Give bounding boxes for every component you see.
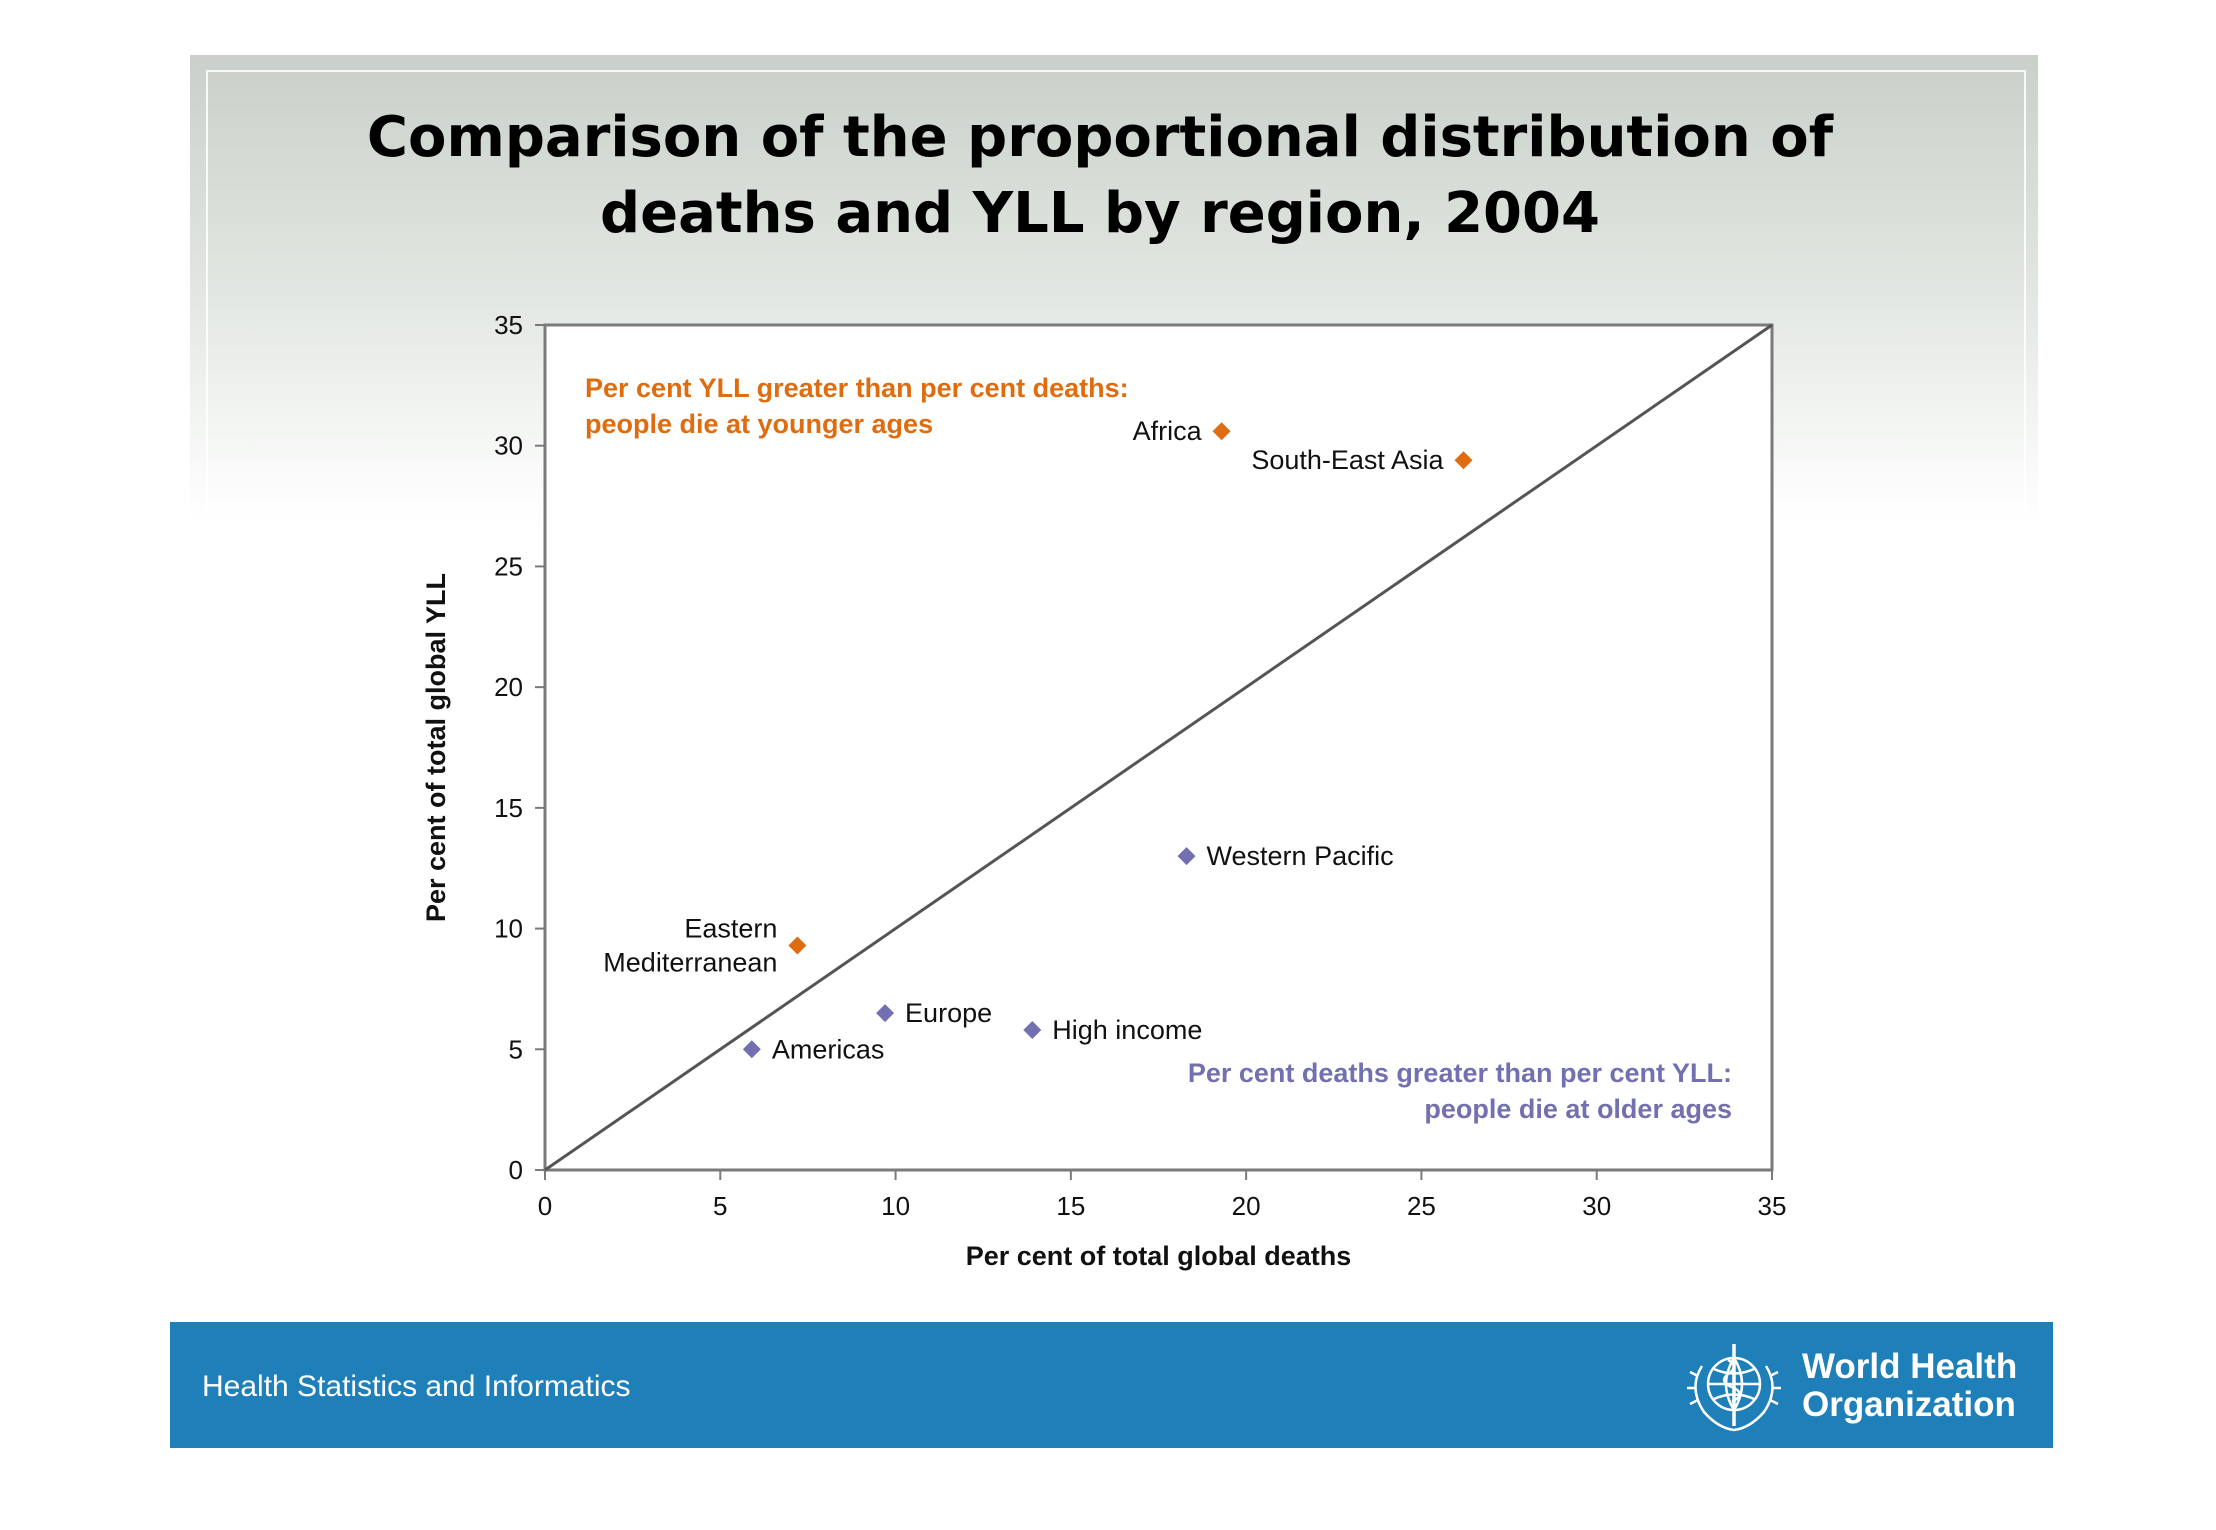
y-tick-label: 0 <box>509 1155 523 1185</box>
y-tick-label: 25 <box>494 551 523 581</box>
data-point-marker <box>1212 422 1231 441</box>
x-tick-label: 35 <box>1758 1191 1787 1221</box>
y-tick-label: 15 <box>494 793 523 823</box>
data-point-marker <box>876 1004 895 1023</box>
data-point-marker <box>1177 847 1196 866</box>
who-emblem-icon <box>1687 1344 1781 1432</box>
y-axis-label: Per cent of total global YLL <box>421 573 451 922</box>
slide-title: Comparison of the proportional distribut… <box>366 105 1834 246</box>
footer-label: Health Statistics and Informatics <box>202 1370 631 1403</box>
scatter-chart: 0 5 10 15 20 25 30 35 0 5 10 15 20 25 30 35 Per cent of … <box>421 310 1787 1271</box>
y-tick-label: 5 <box>509 1034 523 1064</box>
equality-line <box>544 323 1773 1172</box>
annotation-older-ages: Per cent deaths greater than per cent YL… <box>1188 1058 1732 1124</box>
data-point-label: South-East Asia <box>1251 445 1444 475</box>
y-tick-label: 10 <box>494 914 523 944</box>
x-tick-label: 20 <box>1232 1191 1261 1221</box>
data-point-label: Europe <box>905 998 992 1028</box>
data-point-label: Eastern Mediterranean <box>603 913 777 977</box>
x-tick-label: 30 <box>1582 1191 1611 1221</box>
x-tick-label: 10 <box>881 1191 910 1221</box>
data-point-label: Africa <box>1133 416 1203 446</box>
x-tick-label: 0 <box>538 1191 552 1221</box>
data-point-label: High income <box>1052 1015 1202 1045</box>
footer-bar: Health Statistics and Informatics World … <box>170 1322 2053 1448</box>
x-tick-label: 5 <box>713 1191 727 1221</box>
y-tick-label: 20 <box>494 672 523 702</box>
org-name: World Health Organization <box>1802 1347 2018 1424</box>
data-point-marker <box>1023 1020 1042 1039</box>
x-axis-label: Per cent of total global deaths <box>966 1241 1352 1271</box>
annotation-younger-ages: Per cent YLL greater than per cent death… <box>585 373 1129 439</box>
data-point-label: Americas <box>772 1034 885 1064</box>
y-tick-label: 35 <box>494 310 523 340</box>
data-point-label: Western Pacific <box>1207 841 1394 871</box>
x-tick-label: 15 <box>1056 1191 1085 1221</box>
data-point-marker <box>1454 451 1473 470</box>
data-point-marker <box>742 1040 761 1059</box>
data-point-marker <box>788 936 807 955</box>
x-tick-label: 25 <box>1407 1191 1436 1221</box>
slide-frame <box>206 70 2026 512</box>
y-tick-label: 30 <box>494 431 523 461</box>
